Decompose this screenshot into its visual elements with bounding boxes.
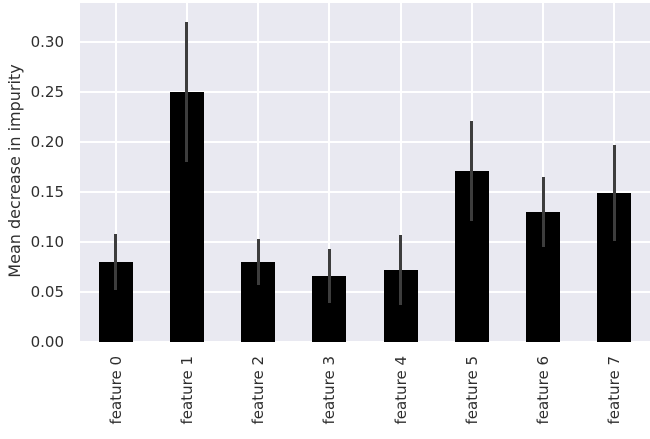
gridline-vertical [114,3,117,342]
gridline-vertical [399,3,402,342]
error-bar-feature-4 [399,235,403,305]
error-bar-feature-3 [327,249,331,303]
gridline-horizontal [80,241,650,243]
error-bar-feature-6 [541,177,545,247]
gridline-horizontal [80,141,650,143]
x-tick-label: feature 3 [320,356,339,425]
gridline-horizontal [80,291,650,293]
y-tick-label: 0.15 [30,183,64,201]
gridline-horizontal [80,341,650,343]
x-tick-label: feature 5 [462,356,481,425]
error-bar-feature-2 [256,239,260,285]
y-tick-label: 0.25 [30,83,64,101]
gridline-horizontal [80,91,650,93]
x-tick-label: feature 0 [106,356,125,425]
gridline-horizontal [80,41,650,43]
y-tick-label: 0.20 [30,133,64,151]
gridline-vertical [257,3,260,342]
y-tick-label: 0.10 [30,233,64,251]
x-tick-label: feature 7 [605,356,624,425]
error-bar-feature-0 [114,234,118,290]
x-tick-label: feature 2 [249,356,268,425]
y-axis-label: Mean decrease in impurity [5,64,24,278]
plot-area [80,3,650,343]
error-bar-feature-1 [185,22,189,162]
gridline-vertical [328,3,331,342]
x-tick-label: feature 6 [534,356,553,425]
x-tick-label: feature 4 [391,356,410,425]
error-bar-feature-7 [612,145,616,241]
gridline-vertical [542,3,545,342]
y-tick-label: 0.05 [30,283,64,301]
y-tick-label: 0.00 [30,333,64,351]
x-tick-label: feature 1 [177,356,196,425]
error-bar-feature-5 [470,121,474,221]
gridline-horizontal [80,191,650,193]
y-tick-label: 0.30 [30,33,64,51]
